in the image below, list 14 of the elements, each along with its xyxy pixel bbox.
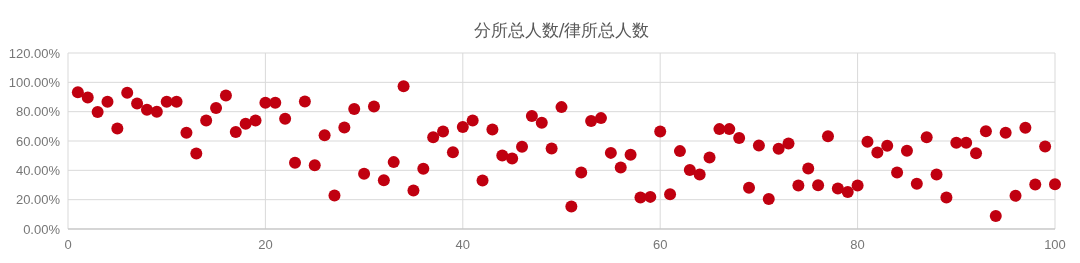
y-tick-label: 80.00% [15, 104, 61, 120]
y-tick-label: 0.00% [23, 221, 61, 237]
y-tick-label: 60.00% [15, 133, 61, 149]
y-tick-label: 20.00% [15, 192, 61, 208]
y-tick-label: 100.00% [8, 74, 61, 90]
x-tick-label: 60 [652, 237, 668, 252]
x-tick-label: 80 [850, 237, 865, 252]
x-tick-label: 100 [1044, 237, 1066, 252]
x-tick-label: 20 [258, 237, 273, 252]
chart-title: 分所总人数/律所总人数 [473, 20, 650, 40]
y-tick-label: 120.00% [8, 45, 61, 61]
x-tick-label: 0 [64, 237, 72, 252]
y-tick-label: 40.00% [15, 162, 61, 178]
x-tick-label: 40 [455, 237, 471, 252]
